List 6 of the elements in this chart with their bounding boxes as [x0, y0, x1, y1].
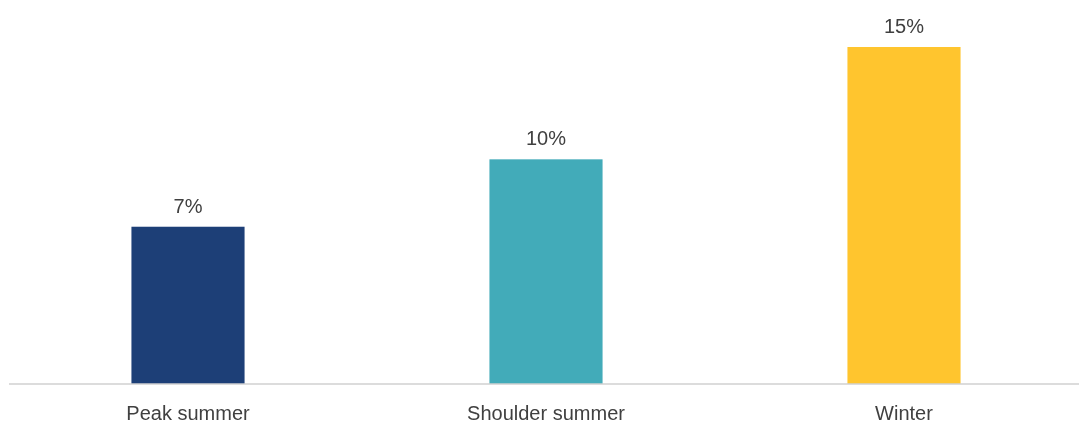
data-label: 10% [525, 127, 567, 150]
data-label: 7% [173, 194, 203, 217]
x-tick-label: Winter [875, 402, 934, 424]
data-label: 15% [883, 15, 925, 37]
x-tick-label: Shoulder summer [467, 402, 626, 424]
x-tick-label: Peak summer [126, 402, 251, 424]
